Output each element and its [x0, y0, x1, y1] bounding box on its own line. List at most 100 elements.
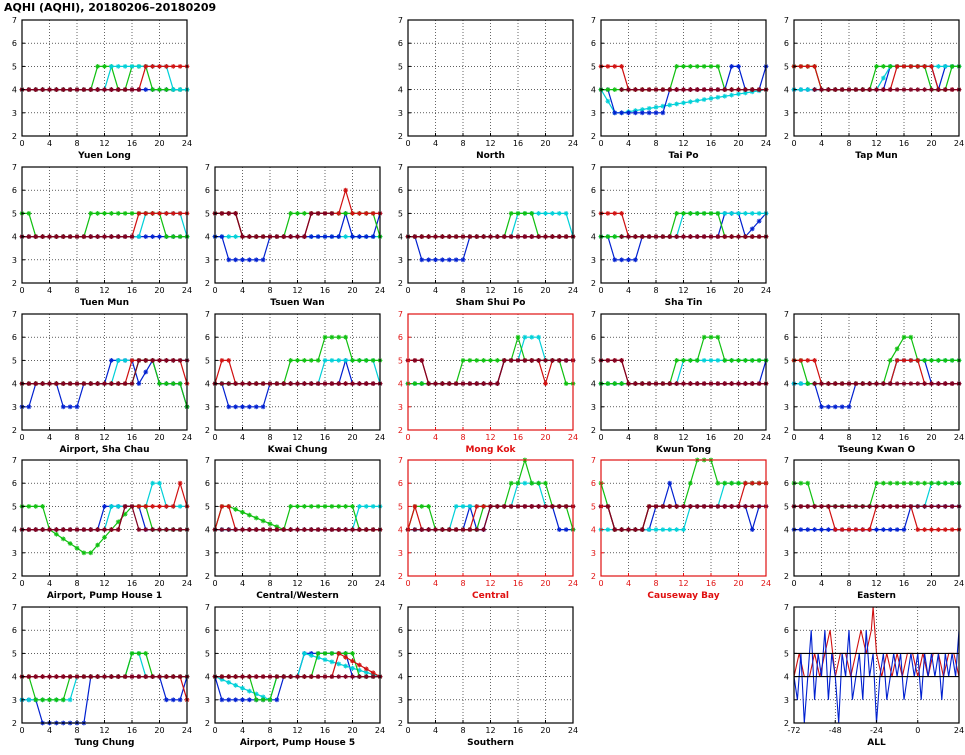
- data-point: [646, 381, 652, 386]
- data-point: [233, 527, 239, 532]
- data-point: [81, 550, 87, 556]
- panel-title: Tai Po: [668, 151, 698, 161]
- data-point: [488, 504, 493, 509]
- tick-label-y: 2: [398, 572, 403, 581]
- tick-label-x: 24: [568, 139, 578, 148]
- data-point: [356, 211, 362, 216]
- data-point: [536, 334, 542, 340]
- data-point: [453, 527, 459, 532]
- data-point: [605, 358, 611, 363]
- data-point: [122, 87, 128, 92]
- data-point: [143, 64, 149, 69]
- tick-label-x: 12: [99, 433, 109, 442]
- panel-tai-po: 0 4 8 12 16 20 24 2 3 4 5 6 7 Tai Po: [591, 16, 771, 161]
- data-point: [136, 651, 142, 656]
- data-point: [343, 358, 349, 363]
- tick-label-y: 4: [12, 380, 17, 389]
- data-point: [295, 527, 300, 532]
- data-point: [336, 234, 342, 239]
- data-point: [157, 211, 162, 216]
- data-point: [667, 234, 673, 239]
- data-point: [226, 257, 232, 263]
- data-point: [729, 234, 735, 239]
- data-point: [226, 381, 232, 386]
- data-point: [219, 381, 225, 386]
- data-point: [819, 504, 824, 509]
- data-point: [150, 358, 156, 363]
- data-point: [880, 64, 886, 69]
- data-point: [708, 234, 714, 239]
- data-point: [301, 234, 307, 239]
- tick-label-y: 2: [12, 132, 17, 141]
- tick-label-x: 12: [292, 433, 302, 442]
- tick-label-y: 7: [398, 310, 403, 319]
- tick-label-y: 5: [398, 62, 403, 71]
- data-point: [880, 527, 886, 532]
- data-point: [122, 64, 128, 69]
- tick-label-y: 2: [205, 572, 210, 581]
- data-point: [687, 64, 693, 69]
- data-point: [701, 97, 707, 102]
- data-point: [102, 87, 107, 92]
- panel-tseung-kwan-o: 0 4 8 12 16 20 24 2 3 4 5 6 7 Tseung Kwan O: [784, 310, 964, 455]
- data-point: [219, 234, 225, 239]
- data-point: [915, 527, 921, 532]
- data-point: [343, 187, 349, 193]
- data-point: [639, 527, 645, 532]
- data-point: [177, 211, 183, 216]
- data-point: [819, 87, 824, 92]
- data-point: [329, 234, 335, 239]
- tick-label-x: 12: [485, 139, 495, 148]
- tick-label-x: 8: [460, 286, 465, 295]
- data-point: [281, 234, 287, 239]
- tick-label-x: 20: [154, 139, 164, 148]
- data-point: [494, 381, 500, 386]
- data-point: [922, 480, 928, 486]
- tick-label-x: 20: [540, 579, 550, 588]
- tick-label-y: 2: [784, 572, 789, 581]
- data-point: [501, 504, 507, 509]
- data-point: [729, 92, 735, 98]
- series-line: [600, 459, 766, 531]
- data-point: [163, 697, 169, 703]
- data-point: [908, 381, 914, 386]
- panel-airport-sha-chau: 0 4 8 12 16 20 24 2 3 4 5 6 7 Airport, Sha Chau: [12, 310, 192, 455]
- data-point: [122, 358, 128, 363]
- data-point: [329, 358, 335, 363]
- tick-label-x: 8: [74, 433, 79, 442]
- data-point: [812, 527, 818, 532]
- tick-label-y: 7: [12, 603, 17, 612]
- data-point: [129, 87, 135, 92]
- data-point: [887, 381, 893, 386]
- tick-label-x: 16: [127, 433, 137, 442]
- data-point: [605, 98, 611, 104]
- panel-title: Kwai Chung: [268, 445, 328, 455]
- tick-label-y: 2: [12, 719, 17, 728]
- data-point: [267, 697, 273, 703]
- data-point: [439, 527, 445, 532]
- data-point: [922, 87, 928, 92]
- data-point: [329, 674, 335, 679]
- data-point: [40, 87, 46, 92]
- data-point: [887, 504, 893, 509]
- panel-kwai-chung: 0 4 8 12 16 20 24 2 3 4 5 6 7 Kwai Chung: [205, 310, 385, 455]
- data-point: [515, 334, 521, 340]
- data-point: [67, 674, 73, 679]
- data-point: [508, 211, 514, 216]
- data-point: [653, 381, 659, 386]
- tick-label-x: 16: [899, 433, 909, 442]
- data-point: [722, 381, 728, 386]
- data-point: [350, 674, 355, 679]
- tick-label-x: 24: [954, 726, 964, 735]
- tick-label-x: 24: [761, 139, 771, 148]
- data-point: [715, 480, 721, 486]
- data-point: [102, 381, 107, 386]
- data-point: [88, 87, 94, 92]
- data-point: [370, 504, 376, 509]
- data-point: [322, 674, 328, 679]
- data-point: [474, 504, 480, 509]
- data-point: [219, 674, 225, 679]
- data-point: [729, 211, 735, 216]
- tick-label-x: 20: [540, 433, 550, 442]
- data-point: [412, 504, 418, 509]
